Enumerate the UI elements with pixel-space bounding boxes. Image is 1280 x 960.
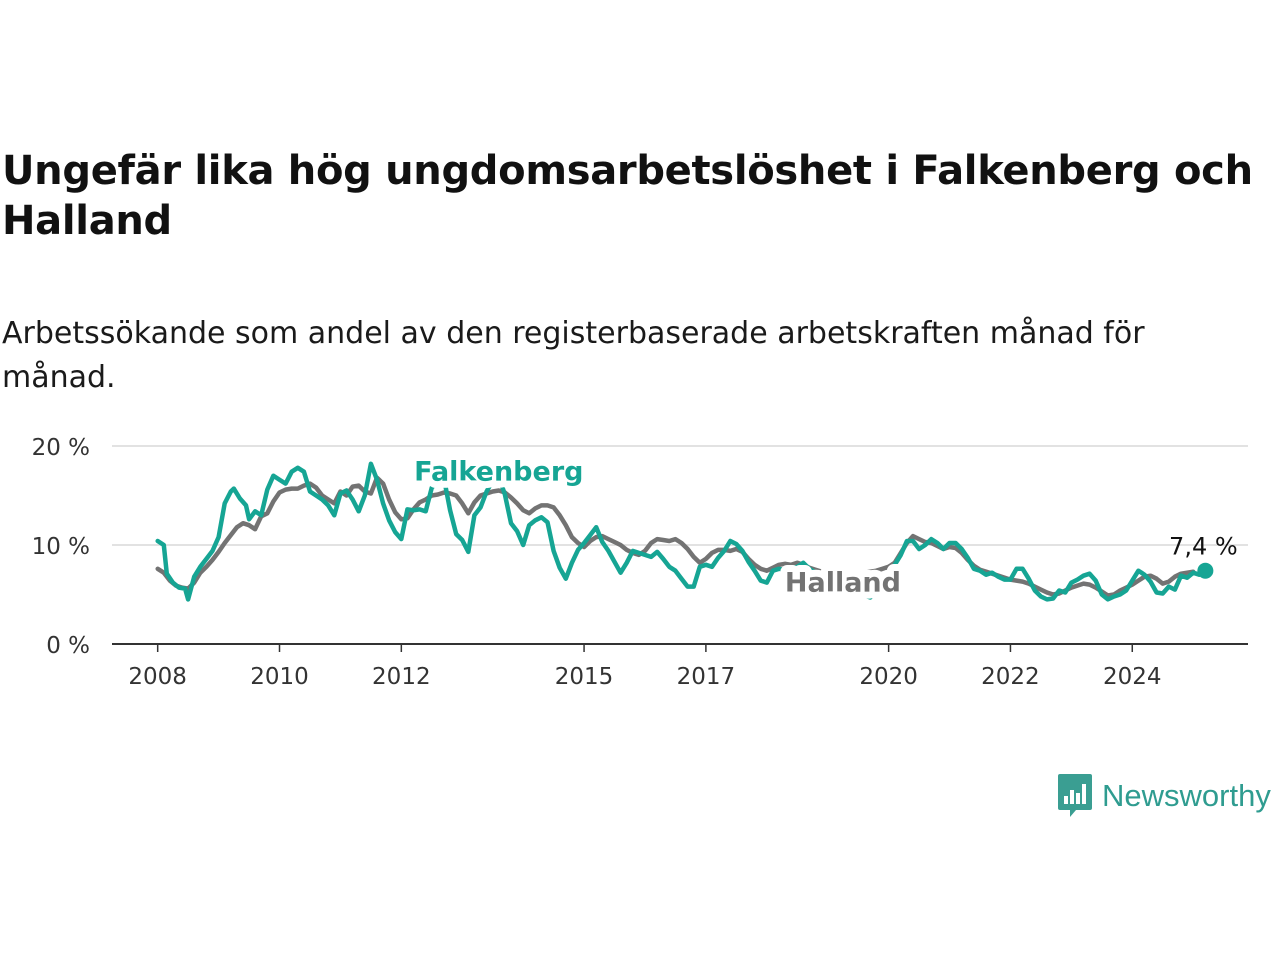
last-value-label: 7,4 % xyxy=(1169,533,1238,561)
line-chart: 0 % 10 % 20 % 2008 2010 2012 2015 2017 2020 2022 2… xyxy=(32,435,1248,690)
chart-subtitle: Arbetssökande som andel av den registerb… xyxy=(2,316,1145,395)
x-tick-label: 2012 xyxy=(372,664,431,690)
y-tick-label: 10 % xyxy=(32,534,90,560)
x-tick-label: 2015 xyxy=(555,664,614,690)
series-line-halland xyxy=(155,475,1196,598)
y-tick-label: 20 % xyxy=(32,435,90,461)
series-label-halland-halo: Halland xyxy=(785,568,901,599)
series-label-falkenberg: Falkenberg xyxy=(414,457,583,488)
newsworthy-logo-icon xyxy=(1058,774,1092,817)
last-point-marker xyxy=(1197,562,1214,579)
newsworthy-brand[interactable]: Newsworthy xyxy=(1058,774,1271,818)
x-tick-label: 2020 xyxy=(859,664,918,690)
x-tick-label: 2024 xyxy=(1103,664,1162,690)
y-tick-label: 0 % xyxy=(46,633,90,659)
x-tick-label: 2017 xyxy=(677,664,736,690)
chart-title: Ungefär lika hög ungdomsarbetslöshet i F… xyxy=(2,148,1253,244)
series-label-halland: Halland xyxy=(785,568,901,599)
series-line-falkenberg xyxy=(155,461,1208,602)
x-tick-label: 2008 xyxy=(128,664,187,690)
x-tick-label: 2010 xyxy=(250,664,309,690)
series-label-falkenberg-halo: Falkenberg xyxy=(414,457,583,488)
brand-name: Newsworthy xyxy=(1102,778,1271,813)
x-tick-label: 2022 xyxy=(981,664,1040,690)
